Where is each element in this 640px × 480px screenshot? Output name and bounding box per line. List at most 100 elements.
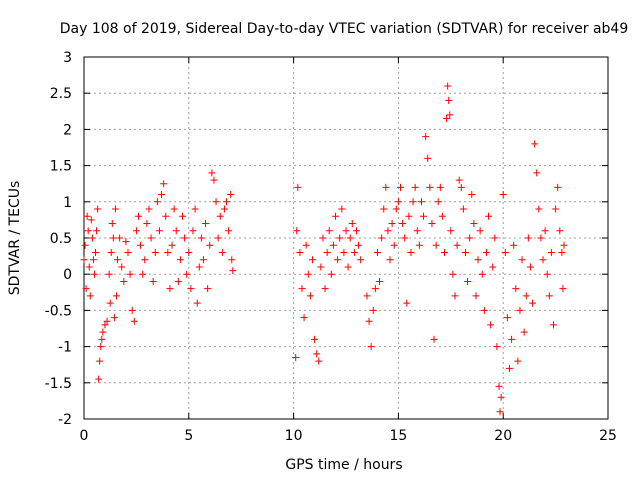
data-point-marker: [191, 205, 199, 213]
data-point-marker: [308, 256, 316, 264]
data-point-marker: [560, 241, 568, 249]
data-point-marker: [472, 292, 480, 300]
data-point-marker: [141, 256, 149, 264]
data-point-marker: [88, 234, 96, 242]
data-point-marker: [139, 270, 147, 278]
data-point-marker: [137, 241, 145, 249]
data-point-marker: [329, 241, 337, 249]
data-point-marker: [526, 263, 534, 271]
data-point-marker: [197, 234, 205, 242]
data-point-marker: [111, 205, 119, 213]
data-point-marker: [183, 270, 191, 278]
data-point-marker: [306, 292, 314, 300]
data-point-marker: [296, 248, 304, 256]
data-point-marker: [522, 292, 530, 300]
data-point-marker: [524, 234, 532, 242]
data-point-marker: [541, 227, 549, 235]
y-tick-label: -1.5: [45, 376, 72, 392]
data-point-marker: [181, 234, 189, 242]
data-point-marker: [185, 248, 193, 256]
data-point-marker: [86, 292, 94, 300]
data-point-marker: [338, 205, 346, 213]
data-point-marker: [531, 140, 539, 148]
data-point-marker: [543, 270, 551, 278]
data-point-marker: [499, 191, 507, 199]
data-point-marker: [496, 408, 504, 416]
chart-title: Day 108 of 2019, Sidereal Day-to-day VTE…: [60, 21, 629, 37]
data-point-marker: [128, 306, 136, 314]
data-point-marker: [352, 227, 360, 235]
data-point-marker: [384, 227, 392, 235]
data-point-marker: [497, 393, 505, 401]
data-point-marker: [422, 133, 430, 141]
data-point-marker: [323, 248, 331, 256]
data-point-marker: [106, 299, 114, 307]
data-point-marker: [409, 198, 417, 206]
data-point-marker: [512, 285, 520, 293]
data-point-marker: [109, 234, 117, 242]
axis-ticks: [83, 56, 609, 420]
data-point-marker: [204, 285, 212, 293]
data-point-marker: [445, 96, 453, 104]
data-point-marker: [187, 285, 195, 293]
data-point-marker: [516, 306, 524, 314]
data-point-marker: [426, 183, 434, 191]
data-point-marker: [493, 343, 501, 351]
data-point-marker: [143, 220, 151, 228]
data-point-marker: [114, 256, 122, 264]
x-axis-label: GPS time / hours: [285, 457, 402, 473]
data-point-marker: [476, 227, 484, 235]
data-point-marker: [122, 238, 130, 246]
data-point-marker: [327, 270, 335, 278]
data-point-marker: [470, 220, 478, 228]
data-point-marker: [147, 234, 155, 242]
data-point-marker: [112, 292, 120, 300]
data-point-marker: [97, 343, 105, 351]
y-tick-label: 1: [63, 195, 72, 211]
data-point-marker: [357, 256, 365, 264]
data-point-marker: [94, 205, 102, 213]
data-point-marker: [120, 277, 128, 285]
data-point-marker: [317, 263, 325, 271]
data-point-marker: [103, 317, 111, 325]
data-point-marker: [107, 248, 115, 256]
data-point-marker: [451, 292, 459, 300]
data-point-marker: [503, 314, 511, 322]
data-point-marker: [321, 285, 329, 293]
data-point-marker: [96, 357, 104, 365]
y-tick-label: 2: [63, 122, 72, 138]
data-point-marker: [455, 176, 463, 184]
data-point-marker: [90, 270, 98, 278]
data-point-marker: [145, 205, 153, 213]
data-point-marker: [545, 292, 553, 300]
data-point-marker: [365, 317, 373, 325]
data-point-marker: [344, 263, 352, 271]
data-point-marker: [319, 234, 327, 242]
data-point-marker: [495, 382, 503, 390]
data-point-marker: [172, 227, 180, 235]
y-tick-label: 0: [63, 267, 72, 283]
data-point-marker: [130, 317, 138, 325]
data-point-marker: [210, 176, 218, 184]
data-point-marker: [216, 212, 224, 220]
y-tick-label: 2.5: [50, 86, 72, 102]
data-point-marker: [348, 220, 356, 228]
data-point-marker: [225, 227, 233, 235]
data-point-marker: [101, 321, 109, 329]
data-point-marker: [179, 212, 187, 220]
data-point-marker: [220, 205, 228, 213]
data-point-marker: [325, 227, 333, 235]
data-point-marker: [193, 299, 201, 307]
data-point-marker: [539, 256, 547, 264]
data-point-marker: [294, 183, 302, 191]
data-point-marker: [453, 241, 461, 249]
data-point-marker: [212, 198, 220, 206]
data-point-marker: [443, 115, 451, 123]
data-point-marker: [98, 335, 106, 343]
data-point-marker: [168, 241, 176, 249]
data-point-marker: [380, 205, 388, 213]
data-point-marker: [447, 227, 455, 235]
data-point-marker: [482, 248, 490, 256]
data-point-marker: [126, 270, 134, 278]
data-point-marker: [478, 270, 486, 278]
